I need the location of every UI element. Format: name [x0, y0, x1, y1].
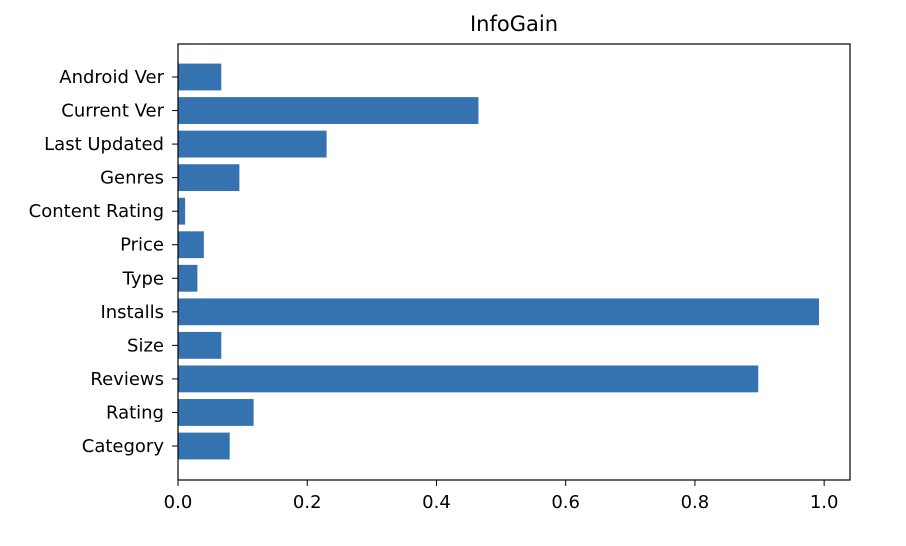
- bar-size: [178, 331, 222, 359]
- bar-genres: [178, 164, 240, 192]
- bar-installs: [178, 298, 819, 326]
- y-tick-label-reviews: Reviews: [90, 369, 164, 390]
- y-tick-label-type: Type: [122, 268, 164, 289]
- y-tick-label-installs: Installs: [100, 302, 164, 323]
- bar-price: [178, 231, 204, 259]
- y-tick-label-genres: Genres: [100, 168, 164, 189]
- plot-frame: [177, 43, 851, 481]
- bar-category: [178, 432, 230, 460]
- bar-current-ver: [178, 97, 479, 124]
- x-tick-label: 1.0: [810, 492, 839, 513]
- y-tick-label-content-rating: Content Rating: [29, 201, 164, 222]
- y-tick-label-current-ver: Current Ver: [61, 101, 164, 122]
- y-tick-label-size: Size: [127, 335, 164, 356]
- x-tick-label: 0.6: [551, 492, 580, 513]
- y-tick-label-android-ver: Android Ver: [59, 67, 164, 88]
- x-tick-label: 0.8: [681, 492, 710, 513]
- x-tick-label: 0.0: [164, 492, 193, 513]
- y-tick-label-price: Price: [120, 235, 164, 256]
- y-axis-ticks: Category Rating Reviews Size Installs Type Pri…: [29, 67, 178, 457]
- bar-rating: [178, 399, 254, 426]
- bar-type: [178, 264, 198, 292]
- y-tick-label-category: Category: [82, 436, 165, 457]
- bars-layer: [178, 63, 819, 460]
- chart-title: InfoGain: [470, 12, 558, 36]
- bar-reviews: [178, 365, 759, 393]
- x-tick-label: 0.4: [422, 492, 451, 513]
- x-axis-ticks: 0.0 0.2 0.4 0.6 0.8 1.0: [164, 480, 839, 513]
- bar-last-updated: [178, 130, 327, 158]
- y-tick-label-last-updated: Last Updated: [44, 134, 164, 155]
- x-tick-label: 0.2: [293, 492, 322, 513]
- bar-content-rating: [178, 197, 186, 225]
- bar-android-ver: [178, 63, 222, 91]
- y-tick-label-rating: Rating: [106, 402, 164, 423]
